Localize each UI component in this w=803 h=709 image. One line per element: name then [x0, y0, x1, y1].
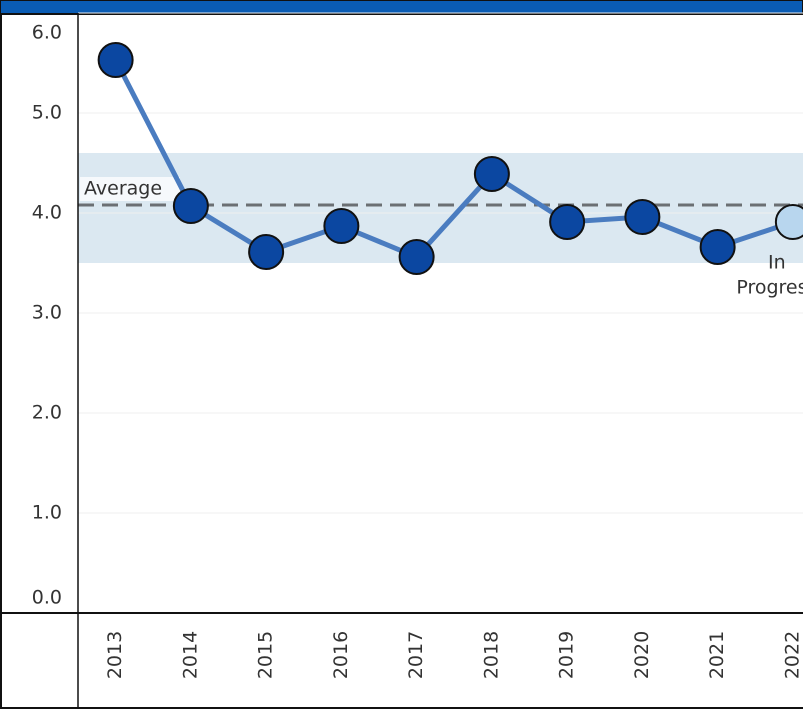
x-tick-label: 2014	[179, 631, 201, 679]
data-point	[323, 208, 360, 244]
y-tick-label: 2.0	[32, 402, 62, 424]
average-label-box	[80, 177, 180, 201]
data-point	[398, 239, 435, 275]
data-point	[699, 229, 736, 265]
x-tick-label: 2016	[330, 631, 352, 679]
average-label: Average	[84, 178, 162, 200]
x-tick-label: 2021	[706, 631, 728, 679]
data-point	[549, 204, 586, 240]
header-bar	[0, 0, 803, 15]
x-tick-label: 2020	[631, 631, 653, 679]
data-point	[97, 42, 134, 78]
y-tick-label: 0.0	[32, 587, 62, 609]
x-tick-label: 2017	[405, 631, 427, 679]
y-tick-label: 1.0	[32, 502, 62, 524]
x-tick-label: 2013	[104, 631, 126, 679]
x-tick-label: 2018	[480, 631, 502, 679]
data-point	[248, 234, 285, 270]
annotation: In	[768, 252, 786, 274]
x-tick-label: 2022	[781, 631, 803, 679]
series-line	[113, 58, 794, 260]
y-tick-label: 4.0	[32, 202, 62, 224]
x-tick-label: 2015	[255, 631, 277, 679]
data-point	[473, 156, 510, 192]
x-tick-label: 2019	[556, 631, 578, 679]
data-point	[774, 204, 803, 240]
y-tick-label: 6.0	[32, 22, 62, 44]
y-tick-label: 5.0	[32, 102, 62, 124]
y-tick-label: 3.0	[32, 302, 62, 324]
data-point	[172, 188, 209, 224]
data-point	[624, 199, 661, 235]
annotation: Progress	[736, 277, 803, 299]
